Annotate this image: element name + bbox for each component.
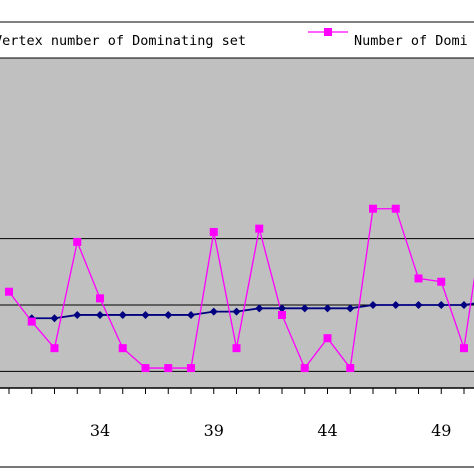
data-point-domi	[232, 344, 241, 353]
data-point-domi	[50, 344, 59, 353]
data-point-domi	[141, 364, 150, 373]
data-point-vertex	[346, 304, 355, 313]
plot-area	[0, 56, 474, 388]
data-point-vertex	[232, 307, 241, 316]
data-point-vertex	[118, 310, 127, 319]
data-point-vertex	[141, 310, 150, 319]
data-point-domi	[164, 364, 173, 373]
legend-box	[0, 21, 474, 59]
data-point-domi	[255, 224, 264, 233]
data-point-domi	[346, 364, 355, 373]
x-tick-label: 39	[204, 421, 224, 440]
series-markers	[5, 204, 468, 373]
data-point-vertex	[414, 301, 423, 309]
data-point-vertex	[209, 307, 218, 316]
data-point-domi	[369, 204, 377, 213]
data-point-domi	[414, 274, 423, 283]
data-point-domi	[27, 317, 36, 326]
legend: Vertex number of Dominating set Number o…	[0, 21, 474, 59]
data-point-domi	[73, 237, 82, 246]
data-point-vertex	[369, 301, 377, 309]
data-point-domi	[278, 310, 286, 319]
data-point-domi	[187, 364, 195, 373]
data-point-vertex	[460, 301, 468, 309]
data-point-domi	[300, 364, 309, 373]
series-line-domi	[8, 208, 474, 370]
data-point-vertex	[323, 304, 332, 313]
data-point-domi	[5, 287, 13, 296]
data-point-domi	[391, 204, 400, 213]
legend-label-vertex: Vertex number of Dominating set	[0, 33, 246, 49]
data-point-vertex	[164, 310, 173, 319]
data-point-vertex	[300, 304, 309, 313]
bottom-frame-line	[0, 466, 474, 468]
data-point-domi	[323, 334, 332, 343]
data-point-vertex	[437, 301, 446, 309]
data-point-domi	[209, 227, 218, 236]
data-point-vertex	[73, 310, 82, 319]
data-point-domi	[437, 277, 446, 286]
data-point-domi	[118, 344, 127, 353]
data-point-domi	[96, 294, 104, 303]
data-point-vertex	[278, 304, 286, 313]
legend-label-domi: Number of Domi	[354, 33, 468, 49]
data-point-domi	[460, 344, 468, 353]
data-point-vertex	[50, 314, 59, 323]
x-tick-label: 49	[431, 421, 451, 440]
data-point-vertex	[187, 310, 195, 319]
data-point-vertex	[255, 304, 264, 313]
data-point-vertex	[391, 301, 400, 309]
x-tick-label: 34	[90, 421, 110, 440]
x-axis-ticks: 34 39 44 49	[8, 388, 465, 440]
legend-marker-domi	[324, 28, 332, 36]
data-point-vertex	[96, 310, 104, 319]
x-tick-label: 44	[317, 421, 337, 440]
